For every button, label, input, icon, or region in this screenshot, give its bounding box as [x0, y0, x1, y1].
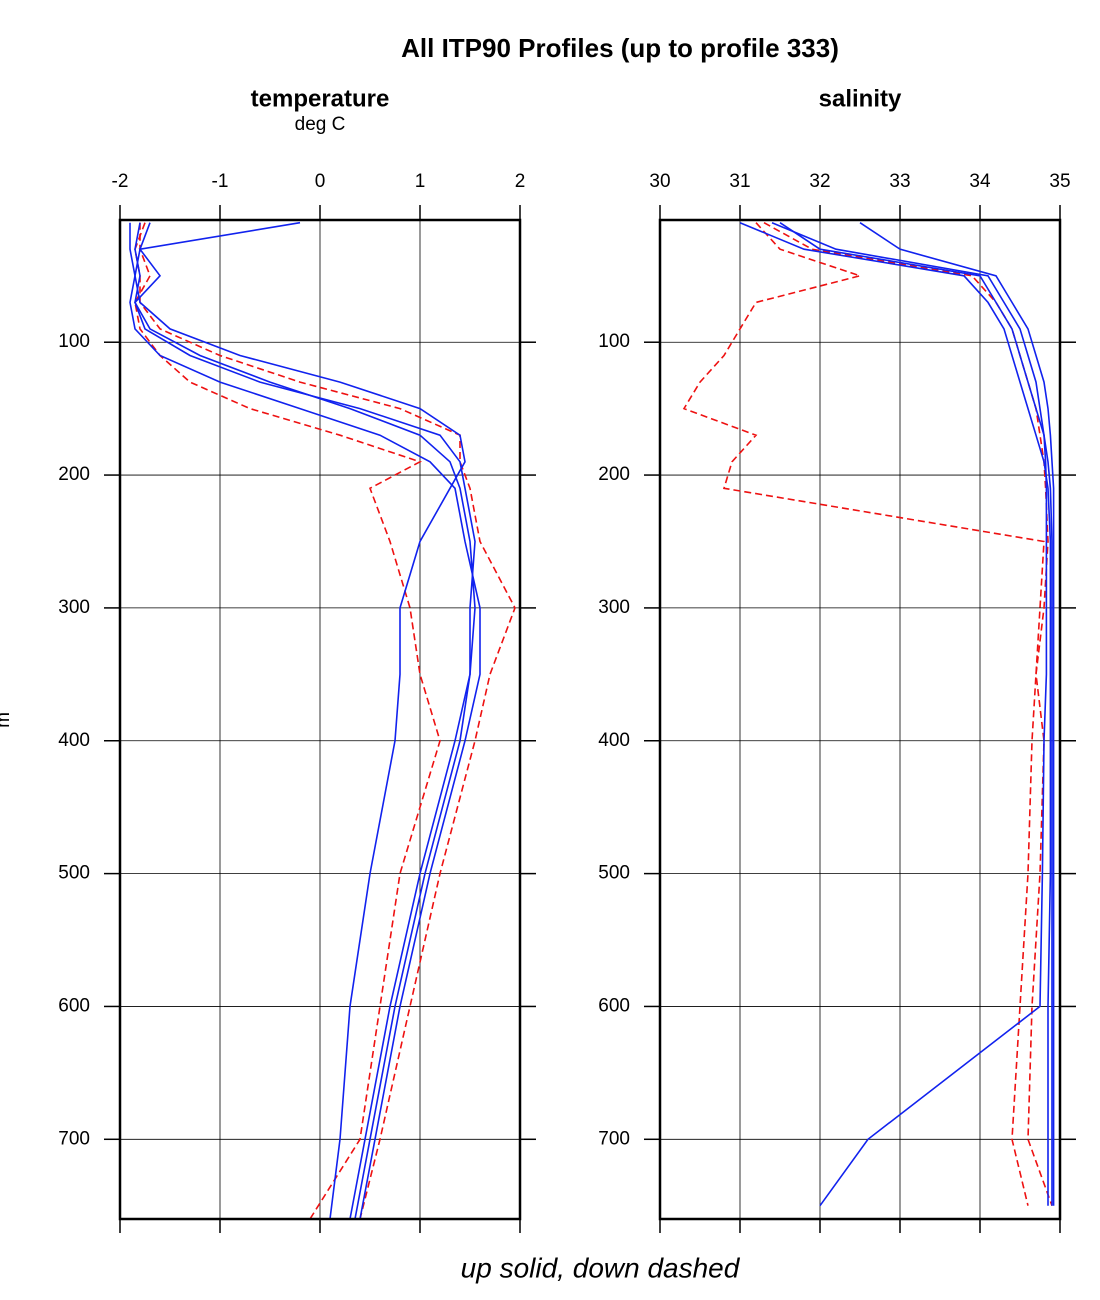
x-tick-label: -1	[212, 171, 229, 192]
panel-title: salinity	[819, 85, 902, 112]
y-tick-label: 600	[58, 995, 90, 1016]
profile-line	[779, 222, 1053, 1206]
x-tick-label: 2	[515, 171, 526, 192]
x-tick-label: 34	[969, 171, 991, 192]
y-tick-label: 700	[58, 1128, 90, 1149]
x-tick-label: 30	[649, 171, 670, 192]
x-tick-label: -2	[112, 171, 129, 192]
profile-line	[771, 221, 1048, 1207]
y-tick-label: 100	[598, 331, 630, 352]
chart-title: All ITP90 Profiles (up to profile 333)	[401, 33, 839, 63]
caption: up solid, down dashed	[461, 1252, 741, 1283]
profile-line	[682, 222, 1045, 1206]
y-tick-label: 500	[58, 863, 90, 884]
panel-subtitle: deg C	[295, 114, 346, 135]
profile-line	[134, 222, 516, 1220]
profile-line	[129, 222, 481, 1220]
y-tick-label: 700	[598, 1128, 630, 1149]
y-tick-label: 200	[58, 464, 90, 485]
y-tick-label: 300	[598, 597, 630, 618]
y-tick-label: 100	[58, 331, 90, 352]
y-tick-label: 400	[598, 730, 630, 751]
plot-frame	[658, 218, 1062, 1221]
x-tick-label: 1	[415, 171, 426, 192]
x-tick-label: 32	[809, 171, 830, 192]
y-tick-label: 300	[58, 597, 90, 618]
x-tick-label: 33	[889, 171, 910, 192]
profile-line	[739, 221, 1052, 1206]
x-tick-label: 0	[315, 171, 326, 192]
profile-line	[763, 221, 1053, 1206]
y-axis-label: m	[0, 712, 14, 728]
y-tick-label: 400	[58, 730, 90, 751]
profile-line	[134, 221, 476, 1220]
profile-line	[859, 222, 1055, 1206]
y-tick-label: 600	[598, 995, 630, 1016]
profile-line	[134, 222, 441, 1220]
y-tick-label: 500	[598, 863, 630, 884]
y-tick-label: 200	[598, 464, 630, 485]
x-tick-label: 31	[729, 171, 750, 192]
plot-frame	[118, 218, 522, 1221]
panel-title: temperature	[251, 85, 390, 112]
x-tick-label: 35	[1049, 171, 1070, 192]
profile-line	[134, 222, 466, 1220]
